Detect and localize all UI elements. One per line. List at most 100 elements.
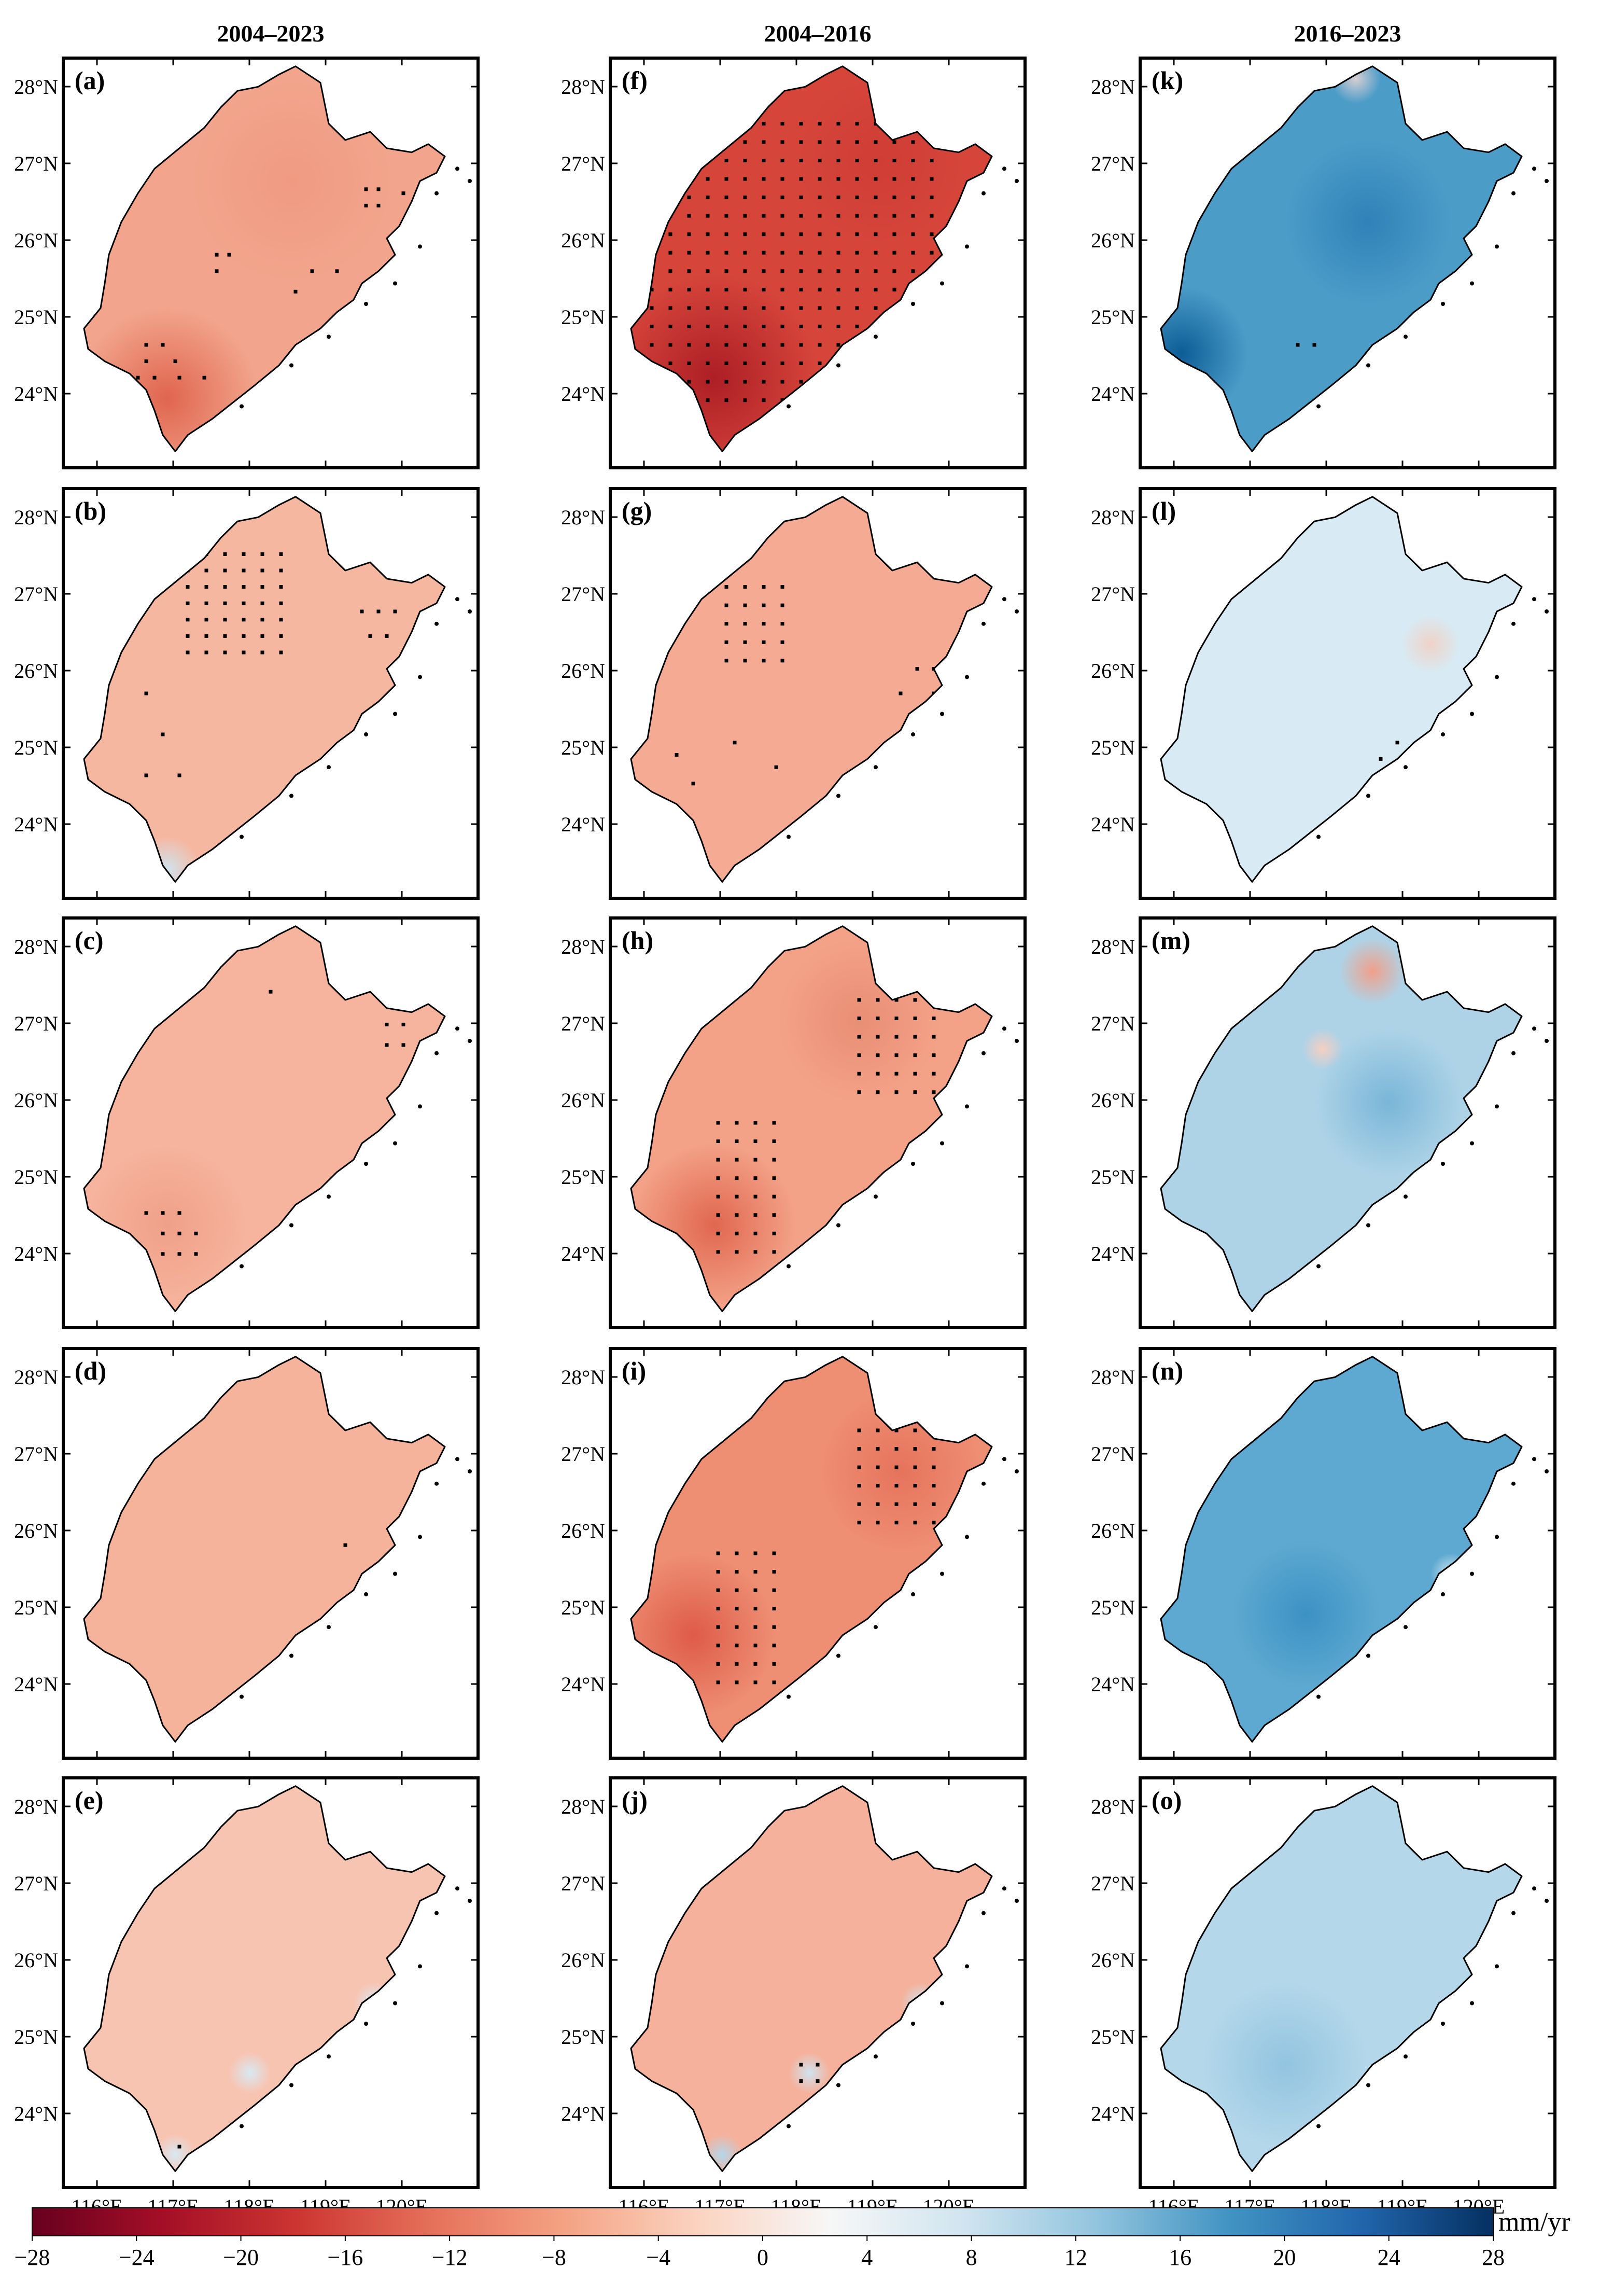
island bbox=[1545, 609, 1549, 614]
map-panel: (f) 28°N 27°N 26°N 25°N 24°N bbox=[561, 57, 1027, 469]
island bbox=[1404, 2054, 1408, 2059]
significance-dot bbox=[932, 1053, 936, 1057]
lat-tick-label: 24°N bbox=[561, 1673, 605, 1696]
significance-dot bbox=[735, 1121, 739, 1125]
significance-dot bbox=[724, 177, 728, 181]
significance-dot bbox=[762, 603, 766, 607]
significance-dot bbox=[260, 552, 264, 556]
lat-tick-label: 26°N bbox=[561, 1519, 605, 1542]
island bbox=[1002, 1886, 1006, 1891]
significance-dot bbox=[762, 380, 766, 384]
lat-tick-label: 25°N bbox=[14, 736, 58, 759]
significance-dot bbox=[857, 1017, 861, 1021]
significance-dot bbox=[780, 603, 784, 607]
significance-dot bbox=[401, 1043, 405, 1047]
significance-dot bbox=[780, 140, 784, 144]
significance-dot bbox=[706, 361, 710, 366]
significance-dot bbox=[186, 634, 190, 638]
significance-dot bbox=[780, 585, 784, 589]
lat-tick-label: 24°N bbox=[14, 1242, 58, 1265]
significance-dot bbox=[1379, 757, 1383, 761]
significance-dot bbox=[242, 601, 246, 605]
island bbox=[434, 1911, 439, 1915]
significance-dot bbox=[743, 603, 747, 607]
significance-dot bbox=[716, 1588, 720, 1592]
significance-dot bbox=[743, 622, 747, 626]
lat-tick-label: 26°N bbox=[1091, 1949, 1135, 1972]
significance-dot bbox=[194, 1252, 198, 1256]
significance-dot bbox=[753, 1176, 758, 1180]
island bbox=[911, 732, 915, 736]
significance-dot bbox=[177, 1211, 181, 1215]
significance-dot bbox=[876, 1465, 880, 1469]
island bbox=[327, 765, 331, 770]
significance-dot bbox=[753, 1139, 758, 1144]
significance-dot bbox=[279, 634, 283, 638]
significance-dot bbox=[687, 214, 691, 218]
significance-dot bbox=[855, 177, 859, 181]
island bbox=[1470, 1571, 1474, 1576]
significance-dot bbox=[762, 214, 766, 218]
significance-dot bbox=[706, 232, 710, 236]
significance-dot bbox=[799, 159, 803, 162]
island bbox=[327, 335, 331, 339]
significance-dot bbox=[799, 214, 803, 218]
province-outline bbox=[1160, 925, 1523, 1312]
island bbox=[434, 191, 439, 196]
significance-dot bbox=[913, 1053, 917, 1057]
map-panel: (a) 28°N 27°N 26°N 25°N 24°N bbox=[14, 57, 480, 469]
lat-tick-label: 24°N bbox=[14, 382, 58, 406]
significance-dot bbox=[401, 191, 405, 196]
significance-dot bbox=[799, 287, 803, 291]
significance-dot bbox=[1296, 343, 1300, 347]
significance-dot bbox=[799, 196, 803, 200]
significance-dot bbox=[279, 552, 283, 556]
significance-dot bbox=[753, 1588, 758, 1592]
significance-dot bbox=[892, 232, 896, 236]
significance-dot bbox=[857, 1090, 861, 1094]
significance-dot bbox=[930, 251, 934, 255]
significance-dot bbox=[772, 1250, 776, 1254]
significance-dot bbox=[223, 568, 227, 573]
significance-dot bbox=[818, 269, 822, 273]
island bbox=[1511, 1911, 1516, 1915]
lat-tick-label: 24°N bbox=[561, 382, 605, 406]
lat-tick-label: 26°N bbox=[1091, 659, 1135, 683]
significance-dot bbox=[376, 187, 381, 191]
significance-dot bbox=[668, 324, 672, 328]
island bbox=[940, 281, 944, 286]
lat-tick-label: 28°N bbox=[14, 1795, 58, 1818]
lat-tick-label: 27°N bbox=[1091, 582, 1135, 606]
significance-dot bbox=[743, 251, 747, 255]
significance-dot bbox=[204, 650, 208, 655]
significance-dot bbox=[818, 214, 822, 218]
significance-dot bbox=[855, 159, 859, 162]
significance-dot bbox=[899, 691, 903, 695]
island bbox=[289, 2083, 293, 2088]
lat-tick-label: 27°N bbox=[14, 1012, 58, 1035]
significance-dot bbox=[743, 640, 747, 644]
significance-dot bbox=[706, 306, 710, 310]
lat-tick-label: 28°N bbox=[561, 1366, 605, 1389]
significance-dot bbox=[186, 650, 190, 655]
significance-dot bbox=[892, 287, 896, 291]
significance-dot bbox=[687, 287, 691, 291]
island bbox=[874, 2054, 878, 2059]
significance-dot bbox=[774, 765, 778, 769]
significance-dot bbox=[186, 601, 190, 605]
significance-dot bbox=[876, 1502, 880, 1506]
significance-dot bbox=[1312, 343, 1316, 347]
significance-dot bbox=[724, 603, 728, 607]
island bbox=[418, 244, 422, 249]
significance-dot bbox=[743, 380, 747, 384]
significance-dot bbox=[385, 1022, 389, 1026]
colorbar-tick-label: 4 bbox=[861, 2245, 873, 2270]
lat-tick-label: 26°N bbox=[14, 1949, 58, 1972]
island bbox=[1532, 1457, 1536, 1462]
lat-tick-label: 28°N bbox=[561, 1795, 605, 1818]
significance-dot bbox=[762, 640, 766, 644]
significance-dot bbox=[913, 1035, 917, 1039]
lat-tick-label: 27°N bbox=[14, 582, 58, 606]
significance-dot bbox=[932, 1072, 936, 1076]
province-outline bbox=[83, 496, 446, 883]
